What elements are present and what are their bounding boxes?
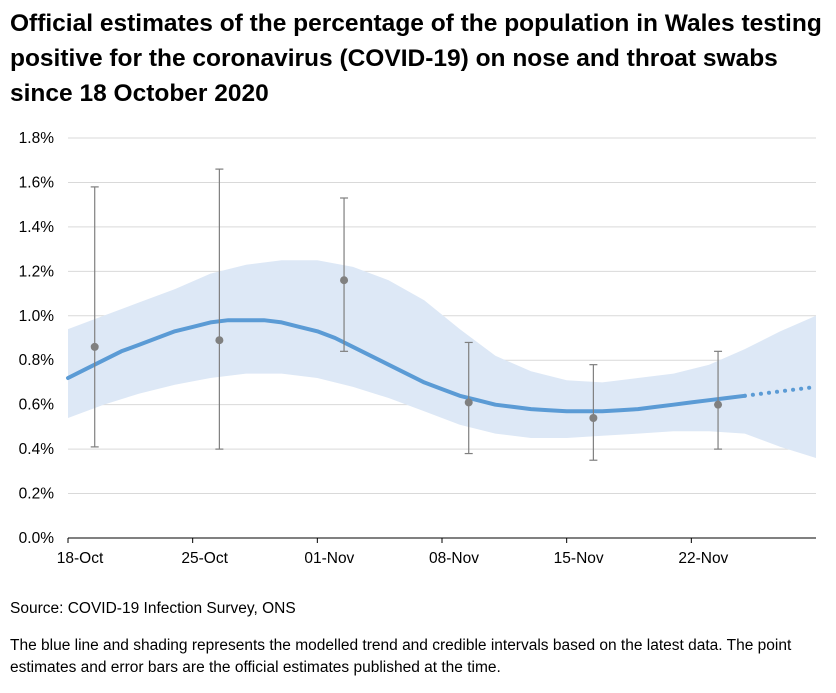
trend-line (66, 318, 818, 414)
y-tick-label: 0.8% (19, 352, 55, 369)
point-estimate (215, 336, 224, 345)
y-tick-label: 1.0% (19, 308, 55, 325)
point-estimate (340, 276, 349, 285)
source-note: Source: COVID-19 Infection Survey, ONS (10, 600, 296, 617)
x-tick-label: 01-Nov (304, 550, 354, 567)
point-estimate (714, 400, 723, 409)
point-estimate (464, 398, 473, 407)
x-tick-label: 25-Oct (181, 550, 228, 567)
y-tick-label: 1.2% (19, 263, 55, 280)
y-tick-label: 1.6% (19, 174, 55, 191)
y-tick-label: 0.2% (19, 486, 55, 503)
point-estimate (90, 342, 99, 351)
credible-interval-area (68, 260, 816, 458)
footnote: The blue line and shading represents the… (10, 637, 792, 676)
y-tick-label: 0.6% (19, 397, 55, 414)
y-tick-label: 0.4% (19, 441, 55, 458)
trend-line-solid (66, 318, 747, 414)
x-tick-label: 15-Nov (554, 550, 604, 567)
point-estimates (90, 276, 723, 422)
x-tick-label: 18-Oct (57, 550, 104, 567)
x-tick-label: 22-Nov (678, 550, 728, 567)
y-tick-label: 1.8% (19, 130, 55, 147)
x-tick-label: 08-Nov (429, 550, 479, 567)
credible-interval-band (68, 260, 816, 458)
y-tick-label: 1.4% (19, 219, 55, 236)
chart-title: Official estimates of the percentage of … (10, 10, 822, 107)
error-bars (90, 168, 723, 461)
point-estimate (589, 414, 598, 422)
y-tick-label: 0.0% (19, 530, 55, 547)
chart: 0.0% 0.2% 0.4% 0.6% 0.8% 1.0% 1.2% 1.4% 1.6% 1.8%… (19, 130, 818, 567)
y-axis-ticks: 0.0% 0.2% 0.4% 0.6% 0.8% 1.0% 1.2% 1.4% 1.6% 1.8% (19, 130, 55, 547)
x-axis-ticks: 18-Oct 25-Oct 01-Nov 08-Nov 15-Nov 22-Nov (57, 538, 729, 567)
